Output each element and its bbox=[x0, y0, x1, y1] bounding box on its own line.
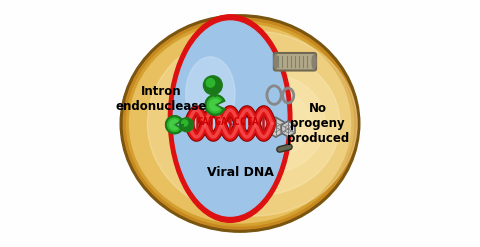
Ellipse shape bbox=[186, 57, 235, 131]
Ellipse shape bbox=[168, 15, 292, 222]
Wedge shape bbox=[205, 95, 224, 115]
Circle shape bbox=[204, 76, 222, 95]
Polygon shape bbox=[281, 121, 295, 137]
Ellipse shape bbox=[214, 74, 325, 173]
Ellipse shape bbox=[126, 21, 354, 226]
Wedge shape bbox=[169, 119, 179, 130]
Ellipse shape bbox=[242, 91, 312, 156]
Ellipse shape bbox=[180, 52, 340, 195]
Circle shape bbox=[180, 118, 193, 132]
Text: Viral DNA: Viral DNA bbox=[206, 166, 274, 179]
FancyBboxPatch shape bbox=[274, 53, 316, 71]
Wedge shape bbox=[166, 116, 182, 133]
Ellipse shape bbox=[173, 21, 287, 216]
Ellipse shape bbox=[123, 18, 357, 229]
Ellipse shape bbox=[147, 31, 357, 216]
Ellipse shape bbox=[120, 15, 360, 232]
Wedge shape bbox=[209, 99, 221, 111]
Polygon shape bbox=[267, 117, 284, 137]
Ellipse shape bbox=[312, 55, 316, 68]
Text: No
progeny
produced: No progeny produced bbox=[287, 102, 349, 145]
Text: Intron
endonuclease: Intron endonuclease bbox=[115, 85, 207, 113]
Circle shape bbox=[206, 79, 215, 87]
Text: GATGACCCTA: GATGACCCTA bbox=[196, 117, 259, 127]
Ellipse shape bbox=[274, 55, 278, 68]
Circle shape bbox=[181, 120, 188, 126]
Ellipse shape bbox=[130, 24, 350, 223]
